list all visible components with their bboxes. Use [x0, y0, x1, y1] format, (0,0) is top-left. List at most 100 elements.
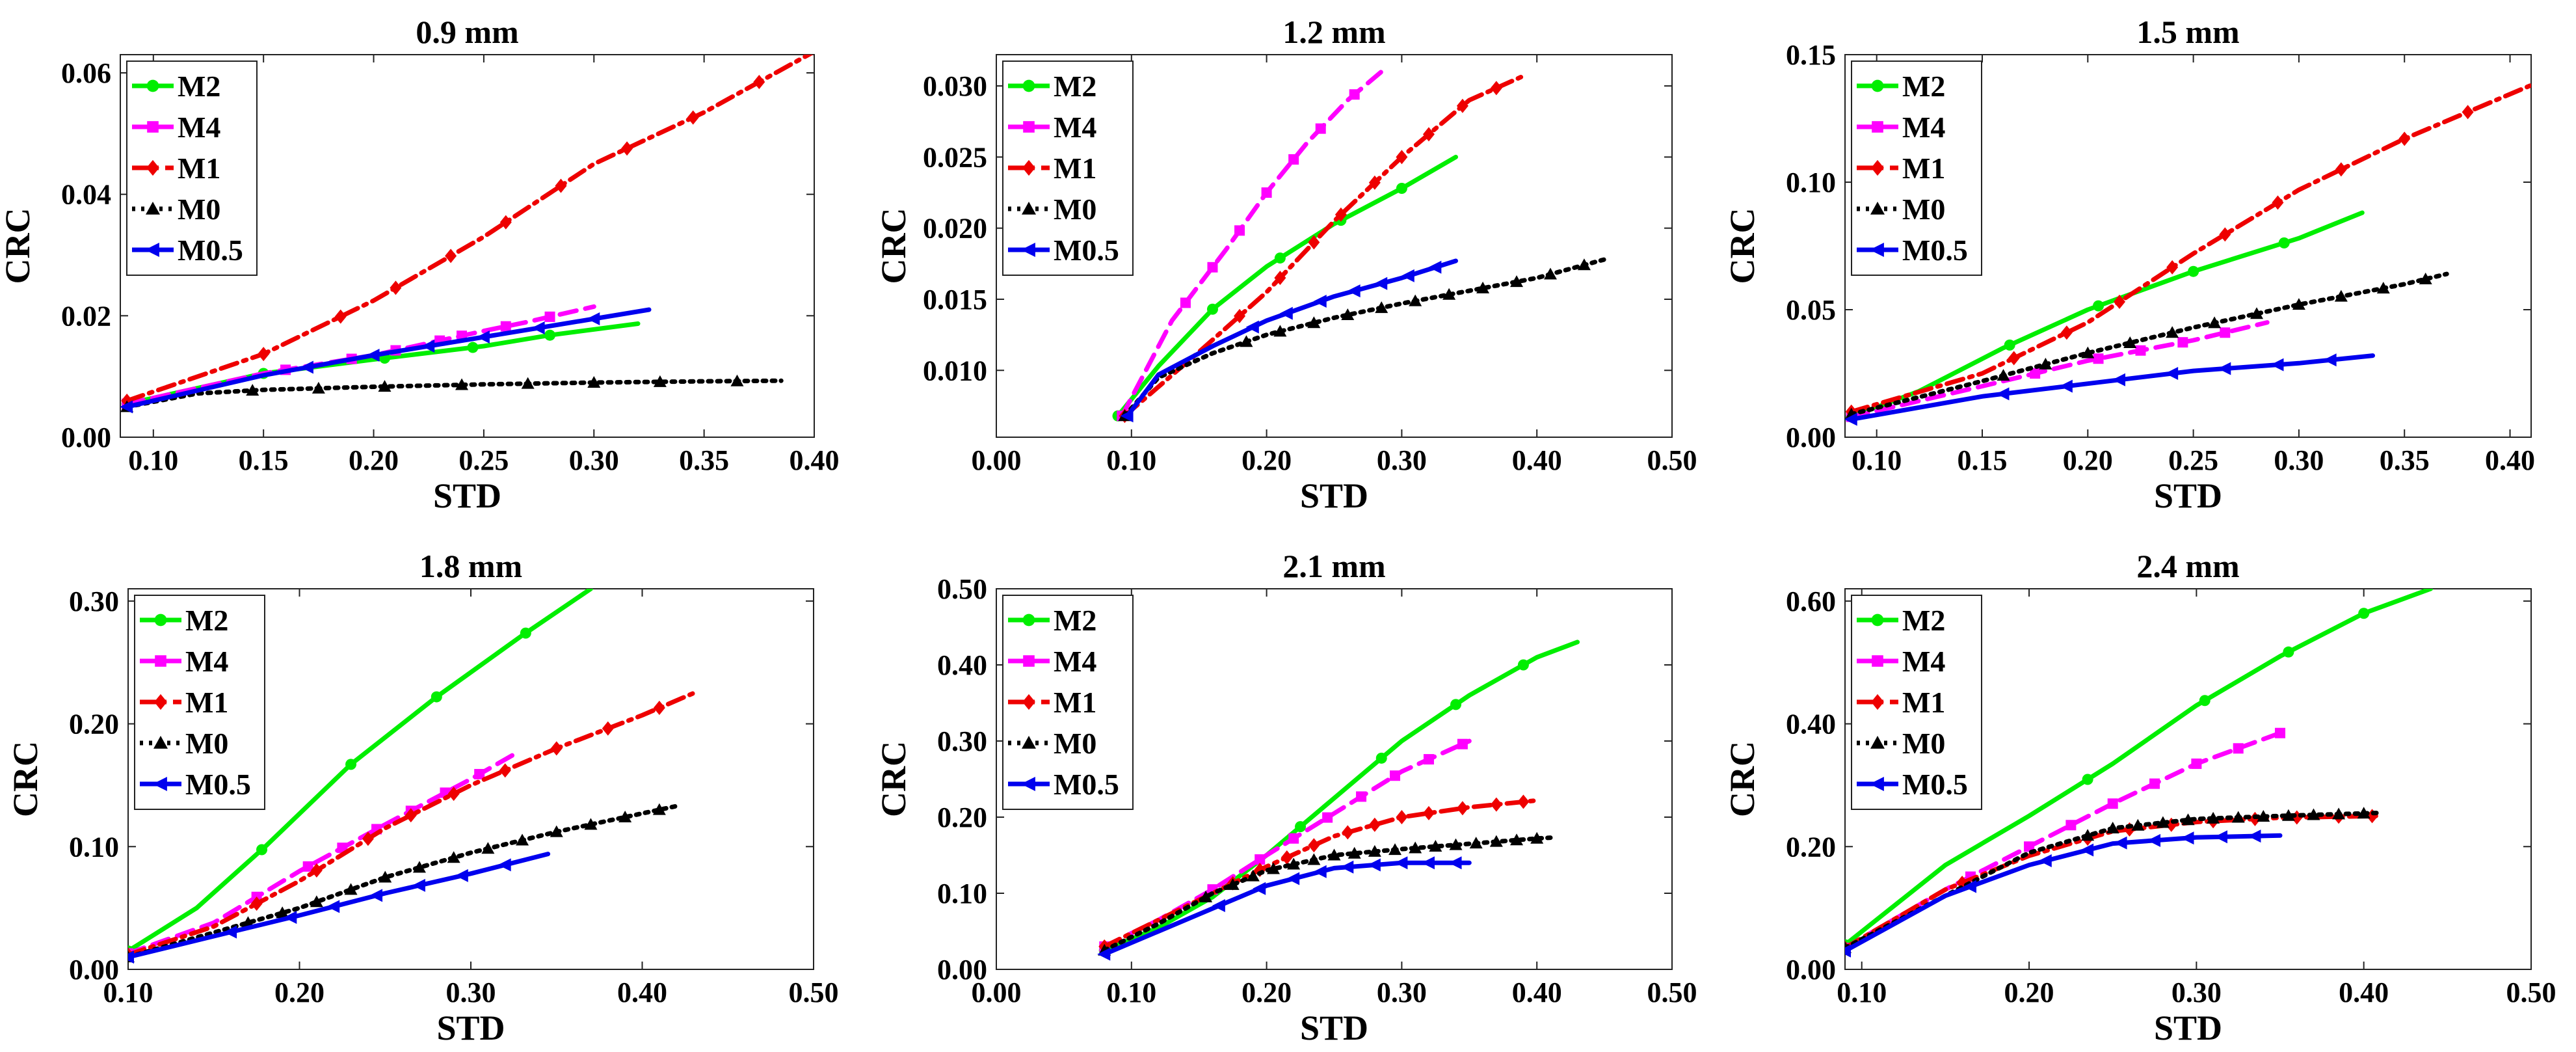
data-point-M2 — [1375, 752, 1387, 764]
legend-label-M1: M1 — [1902, 686, 1945, 719]
data-point-M0 — [2419, 272, 2432, 284]
y-tick-label: 0.02 — [61, 300, 111, 332]
legend-marker-M1 — [154, 694, 167, 710]
data-point-M0 — [1442, 288, 1456, 300]
x-tick-label: 0.40 — [1512, 977, 1562, 1008]
legend-label-M0.5: M0.5 — [1902, 768, 1968, 801]
series-line-M0.5 — [1845, 833, 2283, 954]
data-point-M0.5 — [366, 349, 380, 362]
data-point-M0 — [1246, 869, 1260, 882]
data-point-M0.5 — [2114, 836, 2127, 850]
data-point-M1 — [2398, 131, 2411, 146]
legend-label-M4: M4 — [185, 645, 228, 678]
legend-label-M0.5: M0.5 — [1054, 768, 1119, 801]
data-point-M0 — [1388, 843, 1402, 856]
data-point-M1 — [2219, 227, 2231, 242]
data-point-M0 — [730, 374, 744, 386]
chart-panel-6: 2.4 mm 0.10 0.20 0.30 0.40 0.50 0.00 0.20 0.40 0.… — [1723, 548, 2556, 1047]
data-point-M1 — [1274, 271, 1286, 286]
legend-marker-M0 — [1870, 202, 1885, 215]
legend-marker-M1 — [1871, 694, 1884, 710]
chart-title: 0.9 mm — [416, 14, 518, 50]
chart-title: 1.8 mm — [419, 548, 522, 584]
data-point-M0.5 — [498, 858, 511, 872]
data-point-M0.5 — [1367, 858, 1381, 872]
data-point-M0 — [2357, 807, 2370, 819]
data-point-M1 — [2272, 195, 2284, 210]
data-point-M0 — [2231, 811, 2245, 823]
legend-label-M0: M0 — [1902, 193, 1945, 226]
x-tick-label: 0.35 — [679, 444, 729, 476]
data-point-M0 — [652, 803, 666, 815]
chart-panel-1: 0.9 mm 0.10 0.15 0.20 0.25 0.30 0.35 0.40 0.00 0.… — [0, 14, 840, 515]
data-point-M1 — [405, 808, 417, 823]
data-point-M0.5 — [476, 330, 490, 344]
data-point-M0.5 — [2038, 854, 2052, 867]
data-point-M0 — [2106, 821, 2119, 833]
data-point-M0 — [516, 833, 529, 846]
data-point-M1 — [499, 763, 511, 778]
y-tick-label: 0.00 — [61, 422, 111, 453]
data-point-M4 — [2030, 368, 2041, 379]
x-tick-label: 0.30 — [446, 977, 496, 1008]
data-point-M0 — [344, 883, 358, 895]
y-tick-label: 0.20 — [69, 708, 119, 740]
data-point-M4 — [2233, 743, 2244, 754]
legend-label-M4: M4 — [1054, 645, 1096, 678]
chart-panel-5: 2.1 mm 0.00 0.10 0.20 0.30 0.40 0.50 0.00 0.10 0.… — [874, 548, 1697, 1047]
data-point-M0.5 — [224, 925, 237, 939]
data-point-M4 — [2135, 345, 2146, 356]
data-point-M0.5 — [2181, 831, 2194, 845]
data-point-M0.5 — [531, 321, 545, 334]
data-point-M0.5 — [1394, 856, 1408, 870]
data-point-M2 — [1396, 182, 1407, 194]
data-point-M0 — [1530, 831, 1544, 844]
series-line-M0.5 — [1849, 353, 2375, 422]
x-tick-label: 0.30 — [1377, 977, 1427, 1008]
data-point-M4 — [2149, 778, 2160, 789]
data-point-M2 — [345, 759, 357, 770]
legend-label-M4: M4 — [178, 111, 220, 144]
legend-marker-M0.5 — [1020, 243, 1035, 257]
data-point-M4 — [1255, 854, 1266, 865]
x-tick-label: 0.20 — [1242, 977, 1292, 1008]
legend-label-M4: M4 — [1902, 645, 1945, 678]
data-point-M2 — [2004, 339, 2015, 351]
series-line-M0.5 — [128, 852, 551, 960]
data-point-M0 — [521, 377, 535, 389]
data-point-M0 — [2123, 336, 2137, 348]
x-tick-label: 0.00 — [972, 444, 1022, 476]
data-point-M0.5 — [1279, 306, 1293, 320]
legend-marker-M0.5 — [1869, 777, 1884, 791]
data-point-M0.5 — [120, 400, 133, 414]
data-point-M0 — [1375, 301, 1388, 314]
data-point-M1 — [1490, 81, 1502, 96]
legend-label-M1: M1 — [1054, 152, 1096, 185]
data-point-M0 — [2081, 829, 2095, 841]
legend-label-M2: M2 — [185, 604, 228, 637]
x-tick-label: 0.20 — [274, 977, 325, 1008]
legend-marker-M2 — [146, 79, 159, 92]
data-point-M1 — [390, 280, 402, 295]
data-point-M1 — [1234, 308, 1246, 323]
data-point-M0.5 — [2218, 362, 2231, 375]
x-tick-label: 0.40 — [2339, 977, 2389, 1008]
legend: M2 M4 M1 M0 M0.5 — [1851, 61, 1982, 276]
data-point-M0.5 — [2059, 379, 2073, 393]
data-point-M0.5 — [1340, 860, 1354, 874]
x-tick-label: 0.40 — [617, 977, 667, 1008]
x-tick-label: 0.30 — [569, 444, 619, 476]
series-group — [120, 55, 814, 414]
legend-marker-M0 — [1870, 736, 1885, 749]
data-point-M0 — [312, 381, 325, 394]
series-line-M0 — [124, 378, 784, 409]
legend-marker-M2 — [154, 614, 167, 627]
data-point-M1 — [1396, 810, 1408, 824]
y-tick-label: 0.010 — [923, 355, 987, 386]
y-tick-label: 0.40 — [1786, 708, 1836, 740]
data-point-M0 — [653, 375, 667, 387]
legend: M2 M4 M1 M0 M0.5 — [1851, 595, 1982, 810]
data-point-M0.5 — [2214, 830, 2227, 844]
data-point-M0.5 — [1374, 276, 1388, 290]
data-point-M0 — [2131, 818, 2145, 831]
